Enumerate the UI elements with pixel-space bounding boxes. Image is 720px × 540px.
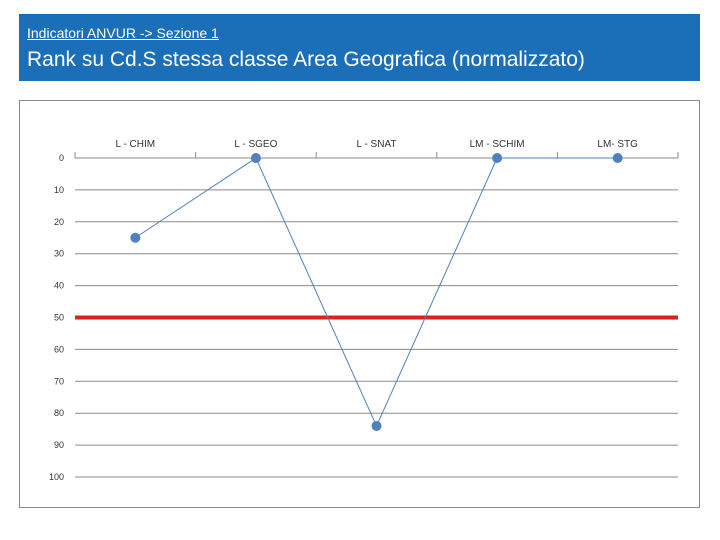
y-tick-label: 30 xyxy=(54,249,64,259)
data-point xyxy=(250,153,261,163)
y-tick-label: 20 xyxy=(54,217,64,227)
data-point xyxy=(612,153,623,163)
y-tick-label: 50 xyxy=(54,313,64,323)
y-tick-label: 90 xyxy=(54,440,64,450)
x-category-label: LM- STG xyxy=(597,139,638,150)
slide-title: Rank su Cd.S stessa classe Area Geografi… xyxy=(27,48,585,71)
data-point xyxy=(130,232,141,243)
y-tick-label: 100 xyxy=(49,472,64,482)
data-point xyxy=(371,420,382,431)
slide-header: Indicatori ANVUR -> Sezione 1 Rank su Cd… xyxy=(19,14,700,81)
x-category-label: LM - SCHIM xyxy=(470,139,525,150)
series-line xyxy=(135,157,618,428)
y-tick-label: 70 xyxy=(54,376,64,386)
x-category-label: L - SNAT xyxy=(356,139,396,150)
y-tick-label: 60 xyxy=(54,344,64,354)
chart-frame xyxy=(19,100,700,508)
y-tick-label: 10 xyxy=(54,185,64,195)
x-category-label: L - CHIM xyxy=(115,139,155,150)
slide-subtitle: Indicatori ANVUR -> Sezione 1 xyxy=(27,25,219,41)
y-tick-label: 0 xyxy=(59,153,64,163)
x-category-label: L - SGEO xyxy=(234,139,277,150)
y-tick-label: 80 xyxy=(54,408,64,418)
y-tick-label: 40 xyxy=(54,281,64,291)
data-point xyxy=(492,153,503,163)
